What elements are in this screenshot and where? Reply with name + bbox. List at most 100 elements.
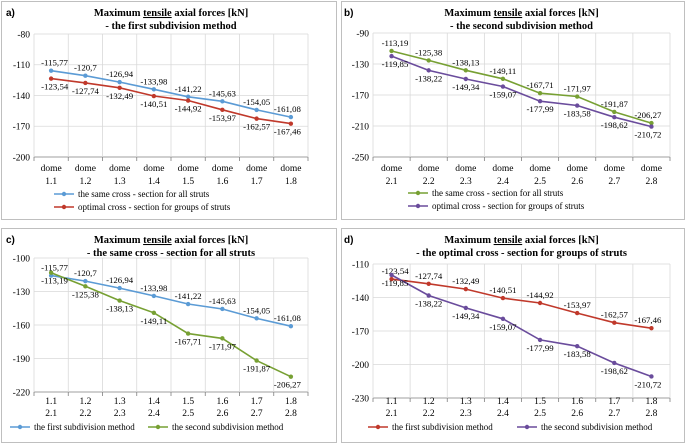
data-point xyxy=(117,285,122,291)
data-label: -123,54 xyxy=(41,82,69,92)
legend-marker xyxy=(375,424,381,430)
data-label: -120,7 xyxy=(74,63,97,73)
data-point xyxy=(220,306,225,312)
data-label: -154,05 xyxy=(243,97,271,107)
x-tick-label: 1.8 xyxy=(646,397,658,407)
series-line-2 xyxy=(391,55,652,128)
series-line-2 xyxy=(50,271,292,378)
x-tick-label: 1.7 xyxy=(608,397,620,407)
x-tick-label: 1.8 xyxy=(285,397,297,407)
data-label: -138,13 xyxy=(106,304,134,314)
y-tick-label: -190 xyxy=(13,355,31,365)
data-point xyxy=(500,76,506,82)
y-tick-label: -200 xyxy=(352,361,370,371)
data-point xyxy=(254,116,259,121)
x-tick-label: 1.4 xyxy=(497,397,509,407)
legend-marker xyxy=(524,424,530,430)
x-tick-label: 2.7 xyxy=(608,177,620,187)
data-point xyxy=(288,114,294,120)
x-tick-label: dome xyxy=(178,164,199,174)
data-point xyxy=(426,281,431,287)
data-point xyxy=(117,85,122,91)
title-part: axial forces [kN] xyxy=(522,8,599,19)
y-tick-label: -140 xyxy=(352,294,370,304)
title-underlined-word: tensile xyxy=(494,235,523,246)
legend-label: the second subdivision method xyxy=(172,422,284,432)
data-label: -145,63 xyxy=(209,296,237,306)
data-label: -123,54 xyxy=(382,266,410,276)
x-tick-label: 1.3 xyxy=(460,397,472,407)
data-point xyxy=(537,300,543,306)
legend-marker xyxy=(61,204,67,210)
data-point xyxy=(426,58,431,63)
data-point xyxy=(83,80,88,86)
data-label: -126,94 xyxy=(106,275,134,285)
x-tick-label: 1.4 xyxy=(148,397,160,407)
legend-marker xyxy=(17,424,23,430)
data-point xyxy=(185,98,191,103)
data-label: -132,49 xyxy=(106,91,134,101)
x-tick-label: 1.7 xyxy=(251,177,263,187)
data-label: -167,46 xyxy=(634,315,662,325)
data-point xyxy=(389,276,394,282)
x-tick-label: 1.3 xyxy=(114,177,126,187)
x-tick-label: 2.8 xyxy=(285,409,297,419)
series-line-2 xyxy=(391,274,652,378)
data-label: -132,49 xyxy=(452,276,480,286)
panel-frame xyxy=(341,1,685,220)
data-label: -177,99 xyxy=(527,343,555,353)
y-tick-label: -170 xyxy=(352,327,370,337)
x-tick-label: 2.2 xyxy=(423,409,435,419)
title-part: Maximum xyxy=(444,8,493,19)
y-tick-label: -110 xyxy=(352,260,369,270)
data-point xyxy=(649,374,654,379)
title-part: axial forces [kN] xyxy=(172,235,249,246)
data-point xyxy=(220,107,225,113)
x-tick-label: 2.7 xyxy=(251,409,263,419)
series-line-1 xyxy=(391,278,652,329)
data-point xyxy=(612,320,617,325)
data-label: -138,13 xyxy=(452,57,480,67)
data-label: -159,07 xyxy=(489,322,517,332)
data-label: -149,11 xyxy=(490,66,517,76)
data-label: -159,07 xyxy=(489,90,517,100)
legend-label: the first subdivision method xyxy=(392,422,493,432)
y-tick-label: -130 xyxy=(13,288,31,298)
x-tick-label: dome xyxy=(455,164,476,174)
legend-label: optimal cross - section for groups of st… xyxy=(78,202,231,212)
data-label: -183,58 xyxy=(564,349,592,359)
data-point xyxy=(389,53,394,59)
title-part: axial forces [kN] xyxy=(522,235,599,246)
data-point xyxy=(537,98,543,104)
data-label: -171,97 xyxy=(209,341,237,351)
legend-marker xyxy=(415,203,421,209)
x-tick-label: 2.4 xyxy=(497,177,509,187)
data-label: -115,77 xyxy=(41,263,68,273)
x-tick-label: dome xyxy=(641,164,662,174)
data-point xyxy=(649,325,654,331)
data-point xyxy=(500,84,506,89)
panel-label: c) xyxy=(6,235,15,246)
title-part: Maximum xyxy=(94,235,143,246)
data-point xyxy=(649,124,654,129)
data-label: -162,57 xyxy=(243,122,271,132)
series-line-2 xyxy=(51,77,292,125)
data-point xyxy=(389,48,394,54)
legend-marker xyxy=(415,190,421,196)
data-point xyxy=(537,91,543,96)
x-tick-label: dome xyxy=(381,164,402,174)
y-tick-label: -90 xyxy=(356,29,369,39)
data-point xyxy=(574,343,580,349)
x-tick-label: 1.6 xyxy=(216,177,228,187)
data-label: -115,77 xyxy=(41,58,68,68)
data-label: -171,97 xyxy=(564,84,592,94)
data-point xyxy=(83,284,88,289)
x-tick-label: 1.2 xyxy=(423,397,435,407)
x-tick-label: 1.7 xyxy=(251,397,263,407)
x-tick-label: 1.5 xyxy=(182,397,194,407)
data-point xyxy=(649,120,654,126)
title-part: Maximum xyxy=(94,8,143,19)
data-label: -133,98 xyxy=(140,283,168,293)
chart-panel-c: c) Maximum tensile axial forces [kN] - th… xyxy=(1,228,337,443)
x-tick-label: 2.8 xyxy=(646,409,658,419)
